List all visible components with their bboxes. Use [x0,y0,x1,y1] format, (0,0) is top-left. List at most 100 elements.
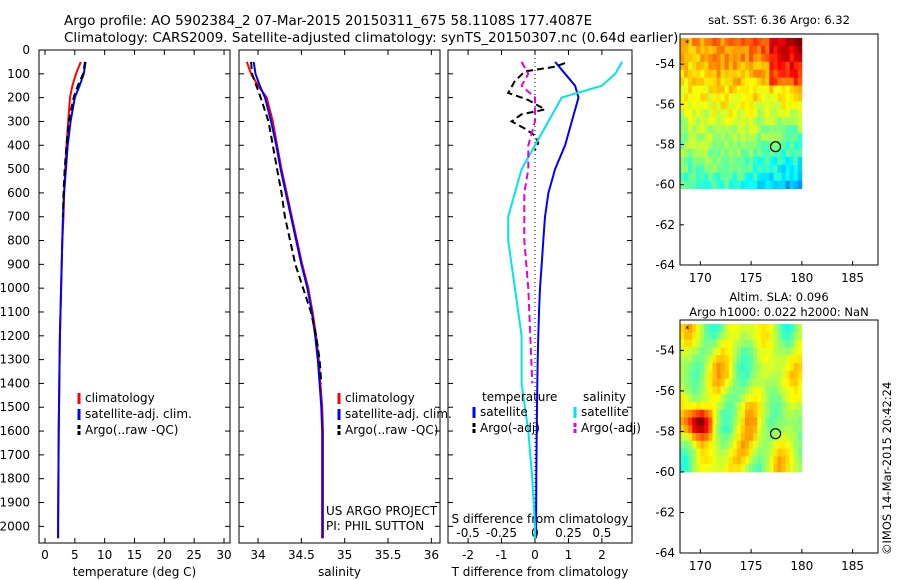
heatmap-cell [716,45,722,55]
heatmap-cell [793,61,799,71]
heatmap-cell [704,141,709,150]
x-tick-label: 34.5 [288,548,315,562]
heatmap-cell [773,172,778,182]
heatmap-cell [797,370,803,379]
heatmap-cell [704,433,709,442]
heatmap-cell [753,362,758,372]
heatmap-cell [761,362,766,372]
heatmap-cell [765,180,770,190]
x-tick-label: 36 [424,548,439,562]
heatmap-cell [789,45,795,55]
heatmap-cell [753,378,758,387]
heatmap-cell [680,464,685,473]
heatmap-cell [757,149,762,158]
heatmap-cell [765,109,770,118]
heatmap-cell [744,149,750,158]
y-tick-label: 1200 [0,329,30,343]
heatmap-cell [688,425,693,434]
heatmap-cell [716,53,722,63]
heatmap-cell [684,440,689,449]
heatmap-cell [696,347,701,356]
heatmap-cell [757,355,762,364]
heatmap-cell [773,101,778,110]
y-tick-label: 600 [7,186,30,200]
heatmap-cell [696,386,701,395]
heatmap-cell [700,53,705,63]
heatmap-cell [740,38,746,47]
heatmap-cell [688,448,693,457]
heatmap-cell [716,409,722,418]
heatmap-cell [700,180,705,190]
heatmap-cell [793,433,799,442]
sla-map-frame [679,319,879,554]
legend-label: Argo(-adj) [581,421,641,435]
grid-star: * [685,39,690,49]
heatmap-cell [728,331,734,341]
heatmap-cell [773,164,778,174]
heatmap-cell [732,433,738,442]
heatmap-cell [736,386,742,395]
sla-map-panel: 170 175 180 185 -54 -56 -58 -60 -62 -64 * Altim. SL… [655,290,879,573]
heatmap-cell [680,133,685,142]
x-tick-label: 35.5 [375,548,402,562]
heatmap-cell [740,417,746,426]
heatmap-cell [789,331,795,341]
heatmap-cell [724,394,730,403]
heatmap-cell [708,362,713,372]
heatmap-cell [761,370,766,379]
heatmap-cell [785,347,791,356]
y-tick-label: -58 [655,424,675,438]
heatmap-cell [797,180,803,190]
heatmap-cell [769,378,774,387]
heatmap-cell [724,417,730,426]
heatmap-cell [769,448,774,457]
annotation-text: PI: PHIL SUTTON [326,519,424,533]
heatmap-cell [769,125,774,134]
heatmap-cell [728,448,734,457]
heatmap-cell [696,417,701,426]
heatmap-cell [749,355,754,364]
heatmap-cell [797,339,803,348]
heatmap-cell [684,38,689,47]
heatmap-cell [708,355,713,364]
temperature-panel: 0 5 10 15 20 25 300100200300400500600700800900… [0,43,232,579]
heatmap-cell [749,448,754,457]
heatmap-cell [765,85,770,94]
y-tick-label: -58 [655,137,675,151]
heatmap-cell [700,324,705,333]
heatmap-cell [773,53,778,63]
heatmap-cell [797,133,803,142]
heatmap-cell [720,425,726,434]
heatmap-cell [732,440,738,449]
heatmap-cell [797,448,803,457]
y-tick-label: 1500 [0,400,30,414]
heatmap-cell [728,125,734,134]
heatmap-cell [736,339,742,348]
heatmap-cell [753,77,758,86]
heatmap-cell [684,339,689,348]
heatmap-cell [797,417,803,426]
heatmap-cell [716,156,722,166]
heatmap-cell [785,101,791,110]
heatmap-cell [716,394,722,403]
heatmap-cell [700,141,705,150]
heatmap-cell [749,45,754,55]
heatmap-cell [680,149,685,158]
y-tick-label: 1600 [0,424,30,438]
heatmap-cell [708,331,713,341]
heatmap-cell [688,378,693,387]
heatmap-cell [781,324,786,333]
series-satellite [535,61,580,539]
heatmap-cell [732,101,738,110]
heatmap-cell [704,355,709,364]
heatmap-cell [744,69,750,79]
series-climatology [245,61,324,539]
heatmap-cell [785,339,791,348]
heatmap-cell [692,355,697,364]
heatmap-cell [696,401,701,411]
heatmap-cell [749,339,754,348]
heatmap-cell [781,156,786,166]
heatmap-cell [680,347,685,356]
heatmap-cell [765,101,770,110]
heatmap-cell [716,433,722,442]
